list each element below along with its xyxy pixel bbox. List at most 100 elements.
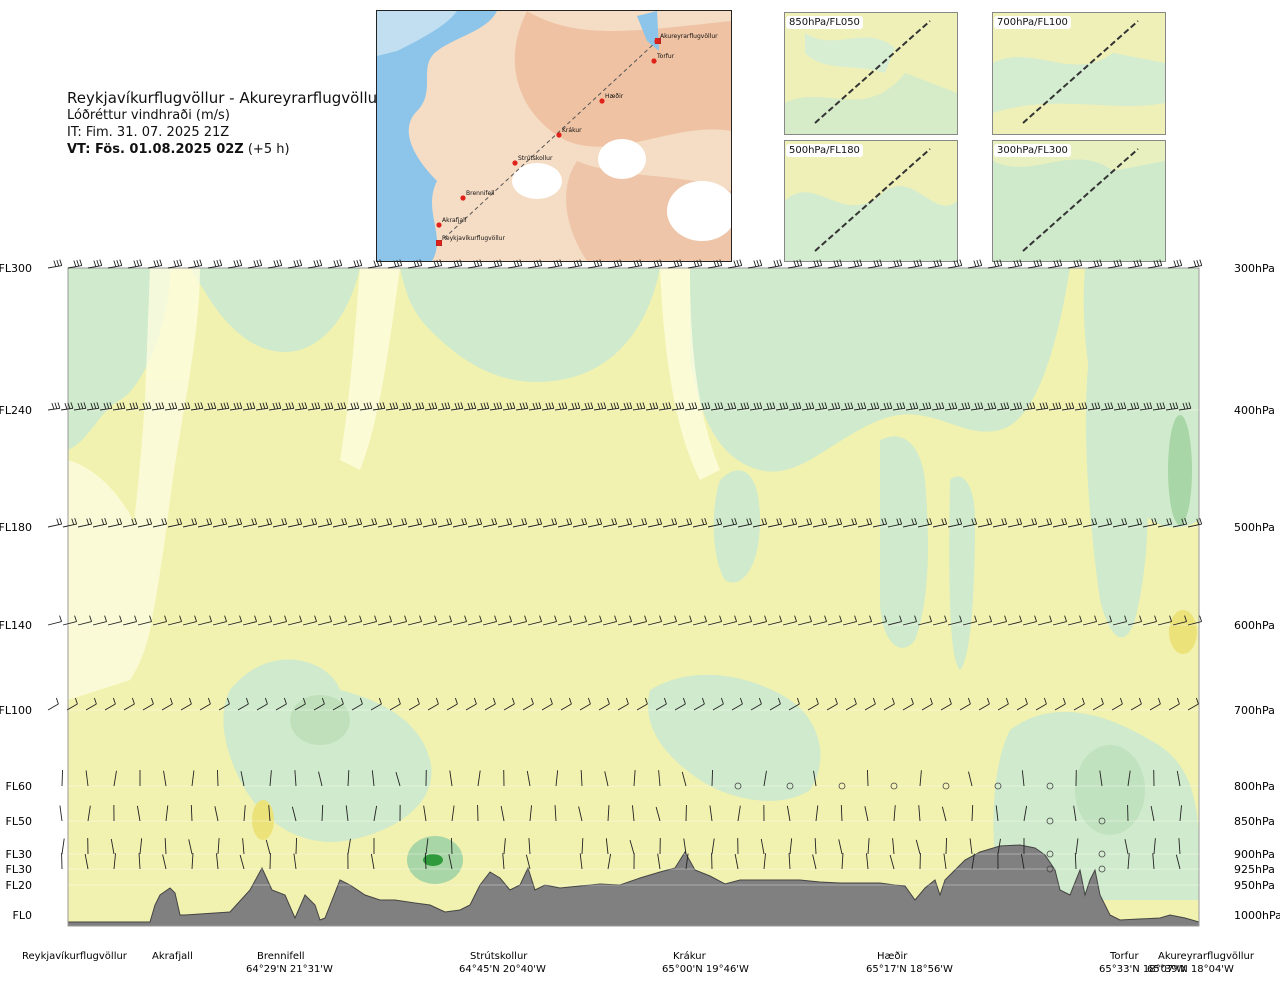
wind-barb — [1087, 407, 1100, 411]
wind-barb-feather — [626, 518, 630, 525]
wind-barb-feather — [1179, 259, 1183, 266]
wind-barb-feather — [454, 403, 458, 410]
wind-barb — [812, 854, 817, 870]
wind-barb-feather — [574, 402, 578, 409]
wind-barb — [812, 621, 827, 626]
valid-time-main: VT: Fös. 01.08.2025 02Z — [67, 142, 244, 157]
wind-barb-feather — [473, 260, 477, 267]
wind-barb-feather — [1176, 259, 1180, 267]
wind-barb-feather — [264, 697, 268, 705]
wind-barb-feather — [625, 697, 629, 705]
wind-barb — [137, 523, 152, 528]
wind-barb-feather — [1156, 259, 1160, 267]
wind-barb — [557, 523, 572, 528]
wind-barb — [450, 838, 453, 855]
wind-barb — [711, 770, 714, 787]
wind-barb — [407, 621, 422, 626]
wind-barb — [197, 621, 212, 626]
hpa-label: 850hPa — [1234, 815, 1275, 828]
wind-barb-feather — [378, 697, 382, 705]
wind-barb-feather — [979, 259, 983, 266]
wind-barb-feather — [389, 615, 393, 622]
wind-barb — [826, 703, 838, 711]
wind-barb-feather — [304, 402, 308, 409]
wind-barb-feather — [859, 259, 863, 266]
waypoint-coord: 65°39'N 18°04'W — [1147, 964, 1234, 975]
wind-barb — [528, 407, 541, 411]
wind-barb-feather — [299, 517, 303, 525]
wind-barb-feather — [577, 402, 581, 409]
wind-barb-feather — [401, 518, 405, 525]
wind-barb — [182, 621, 197, 626]
wind-barb-feather — [915, 402, 919, 409]
wind-barb-feather — [479, 259, 483, 266]
wind-barb-feather — [275, 402, 279, 409]
hpa-label: 900hPa — [1234, 848, 1275, 861]
wind-barb — [484, 703, 496, 711]
wind-barb — [782, 621, 797, 626]
wind-barb — [947, 621, 962, 626]
wind-barb — [497, 621, 512, 626]
wind-barb — [838, 839, 843, 855]
wind-barb-feather — [374, 517, 378, 525]
wind-barb — [866, 853, 869, 870]
wind-barb — [187, 265, 202, 269]
wind-barb-feather — [236, 259, 240, 267]
wind-barb-feather — [67, 402, 71, 409]
wind-barb-feather — [530, 697, 534, 705]
wind-barb — [887, 523, 902, 528]
wind-barb-feather — [480, 403, 484, 410]
wind-barb-feather — [1139, 259, 1143, 266]
wind-barb-feather — [899, 259, 903, 266]
wind-barb-feather — [590, 402, 594, 409]
wind-barb-feather — [629, 517, 633, 525]
wind-barb-feather — [974, 403, 978, 410]
wind-barb — [107, 621, 122, 626]
wind-barb — [332, 523, 347, 528]
wind-barb-feather — [259, 259, 263, 266]
wind-barb — [604, 771, 609, 787]
wind-barb-feather — [837, 402, 841, 409]
wind-barb-feather — [772, 402, 776, 409]
wind-barb-feather — [279, 259, 283, 266]
wind-barb-feather — [1169, 403, 1173, 410]
wind-barb — [177, 407, 190, 411]
wind-barb-feather — [1064, 615, 1068, 622]
wind-barb-feather — [1100, 697, 1104, 705]
wind-barb-feather — [80, 402, 84, 409]
wind-barb — [1187, 265, 1202, 269]
wind-barb — [332, 621, 347, 626]
wind-barb-feather — [1024, 697, 1028, 705]
wind-barb — [1178, 838, 1181, 855]
wind-barb-feather — [150, 697, 154, 705]
wind-barb — [395, 772, 401, 787]
wind-barb-feather — [953, 260, 957, 267]
wind-barb-feather — [779, 403, 783, 410]
wind-barb — [674, 703, 686, 711]
inset-700hpa-label: 700hPa/FL100 — [994, 16, 1071, 29]
wind-barb-feather — [739, 259, 743, 266]
wind-barb — [162, 854, 167, 870]
wind-barb — [1047, 265, 1062, 269]
wind-barb — [503, 703, 515, 711]
wind-barb — [218, 703, 230, 711]
wind-barb-feather — [816, 259, 820, 267]
wind-barb — [767, 621, 782, 626]
wind-barb-feather — [1109, 517, 1113, 525]
wind-barb — [1082, 523, 1097, 528]
wind-barb-feather — [1169, 517, 1173, 525]
wind-barb-feather — [761, 518, 765, 525]
wind-barb-feather — [701, 518, 705, 525]
wind-barb — [677, 523, 692, 528]
wind-barb-feather — [415, 403, 419, 410]
wind-barb-feather — [699, 259, 703, 266]
fl-label: FL300 — [0, 262, 32, 275]
wind-barb-feather — [288, 402, 292, 409]
wind-barb-feather — [863, 402, 867, 409]
wind-barb — [77, 621, 92, 626]
wind-barb-feather — [883, 403, 887, 410]
wind-barb-feather — [373, 260, 377, 267]
wind-barb-feather — [614, 517, 618, 525]
wind-barb — [1127, 621, 1142, 626]
wind-barb-feather — [285, 403, 289, 410]
